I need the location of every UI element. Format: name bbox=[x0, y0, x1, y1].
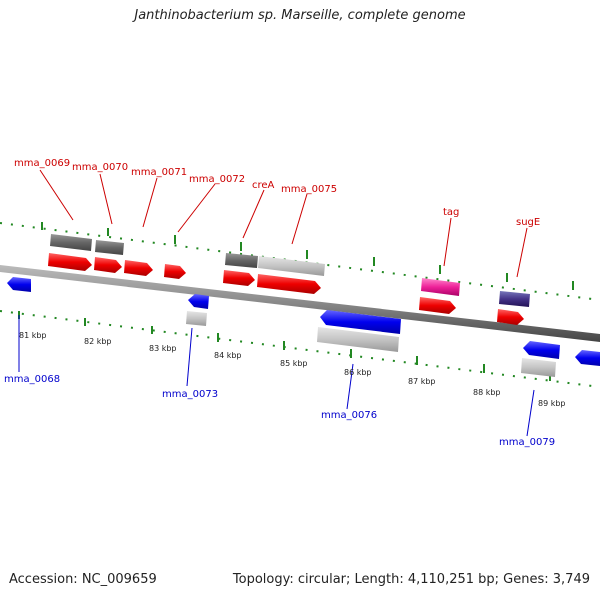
gene-arrow-forward bbox=[164, 264, 186, 279]
gene-arrow-reverse bbox=[188, 294, 209, 309]
scale-tick-label: 82 kbp bbox=[84, 337, 112, 346]
scale-tick-label: 83 kbp bbox=[149, 344, 177, 353]
gene-label-mma_0076[interactable]: mma_0076 bbox=[321, 410, 377, 421]
map-title: Janthinobacterium sp. Marseille, complet… bbox=[134, 8, 466, 23]
gene-feature-dark bbox=[50, 234, 92, 251]
scale-tick-label: 89 kbp bbox=[538, 399, 566, 408]
gene-arrow-reverse bbox=[320, 310, 401, 334]
gene-feature-pink bbox=[421, 278, 460, 296]
scale-tick-label: 87 kbp bbox=[408, 377, 436, 386]
forward-leader-lines bbox=[39, 169, 528, 278]
accession-text: Accession: NC_009659 bbox=[9, 572, 157, 587]
scale-tick-label: 84 kbp bbox=[214, 351, 242, 360]
outer-tick-track bbox=[0, 222, 600, 301]
gene-arrow-forward bbox=[124, 260, 153, 276]
gene-arrow-forward bbox=[497, 309, 524, 325]
reverse-gene-labels: mma_0068 mma_0073 mma_0076 mma_0079 bbox=[4, 374, 555, 448]
forward-gene-labels: mma_0069 mma_0070 mma_0071 mma_0072 creA… bbox=[14, 158, 540, 228]
genome-backbone bbox=[0, 265, 600, 342]
scale-tick-label: 81 kbp bbox=[19, 331, 47, 340]
topology-text: Topology: circular; Length: 4,110,251 bp… bbox=[232, 572, 590, 587]
gene-label-mma_0075[interactable]: mma_0075 bbox=[281, 184, 337, 195]
gene-label-mma_0073[interactable]: mma_0073 bbox=[162, 389, 218, 400]
gene-feature-purple bbox=[499, 291, 530, 307]
scale-tick-label: 85 kbp bbox=[280, 359, 308, 368]
gene-arrow-reverse bbox=[575, 350, 600, 366]
gene-arrow-reverse bbox=[7, 277, 31, 292]
outer-major-ticks bbox=[41, 222, 574, 290]
inner-major-ticks bbox=[18, 311, 551, 381]
inner-tick-track bbox=[0, 310, 600, 388]
gene-feature-light bbox=[258, 256, 325, 276]
gene-feature-light bbox=[317, 327, 399, 352]
scale-labels: 81 kbp 82 kbp 83 kbp 84 kbp 85 kbp 86 kb… bbox=[19, 331, 566, 408]
gene-arrow-forward bbox=[419, 297, 456, 314]
gene-arrow-forward bbox=[223, 270, 255, 286]
gene-arrow-reverse bbox=[523, 341, 560, 359]
gene-feature-light bbox=[186, 311, 207, 326]
gene-label-mma_0071[interactable]: mma_0071 bbox=[131, 167, 187, 178]
gene-feature-light bbox=[521, 358, 556, 377]
gene-label-mma_0079[interactable]: mma_0079 bbox=[499, 437, 555, 448]
scale-tick-label: 86 kbp bbox=[344, 368, 372, 377]
gene-label-tag[interactable]: tag bbox=[443, 207, 459, 218]
scale-tick-label: 88 kbp bbox=[473, 388, 501, 397]
gene-label-mma_0070[interactable]: mma_0070 bbox=[72, 162, 128, 173]
reverse-leader-lines bbox=[18, 315, 535, 437]
gene-label-mma_0072[interactable]: mma_0072 bbox=[189, 174, 245, 185]
gene-arrow-forward bbox=[257, 274, 321, 294]
gene-feature-dark bbox=[225, 253, 258, 268]
gene-label-creA[interactable]: creA bbox=[252, 180, 275, 191]
gene-label-mma_0068[interactable]: mma_0068 bbox=[4, 374, 60, 385]
gene-label-mma_0069[interactable]: mma_0069 bbox=[14, 158, 70, 169]
gene-feature-dark bbox=[95, 240, 124, 255]
gene-label-sugE[interactable]: sugE bbox=[516, 217, 540, 228]
gene-arrow-forward bbox=[94, 257, 122, 273]
gene-arrow-forward bbox=[48, 253, 92, 271]
